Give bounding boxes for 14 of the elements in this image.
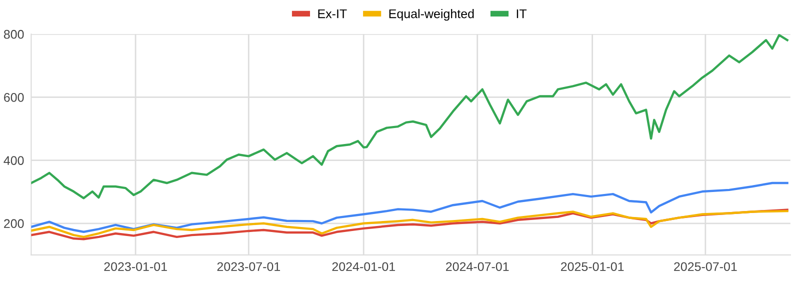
legend-label: IT: [516, 9, 527, 18]
y-tick-label: 200: [4, 219, 24, 228]
y-tick-label: 400: [4, 156, 24, 165]
x-tick-label: 2024-07-01: [446, 262, 509, 272]
x-tick-label: 2023-07-01: [217, 262, 280, 272]
y-tick-label: 600: [4, 93, 24, 102]
x-tick-label: 2025-01-01: [560, 262, 624, 272]
legend-label: Equal-weighted: [389, 9, 474, 21]
y-tick-label: 800: [4, 30, 24, 39]
legend-label: Ex-IT: [318, 9, 347, 18]
x-tick-label: 2025-07-01: [674, 262, 737, 272]
x-tick-label: 2023-01-01: [104, 262, 167, 272]
line-series: [31, 182, 788, 234]
x-tick-label: 2024-01-01: [332, 262, 395, 272]
